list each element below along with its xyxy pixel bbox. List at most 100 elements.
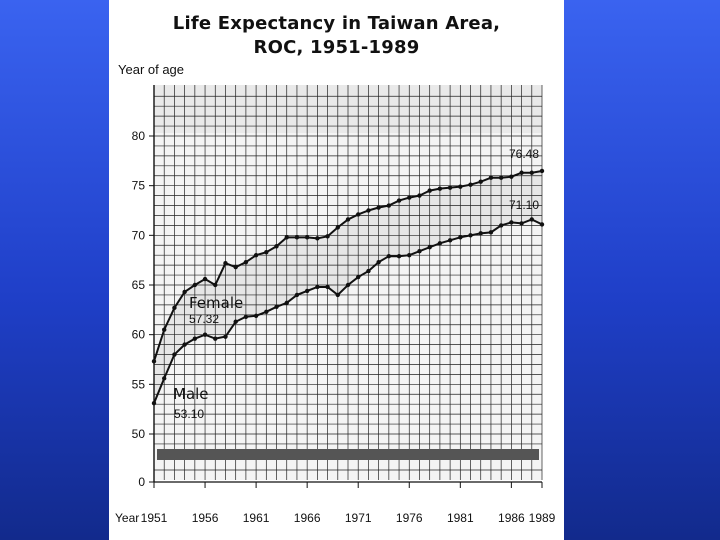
- data-point-male: [345, 282, 351, 288]
- data-point-male: [223, 334, 228, 339]
- x-tick-label: 1956: [192, 511, 219, 525]
- data-point-male: [335, 292, 340, 298]
- data-point-male: [386, 253, 392, 259]
- data-point-female: [427, 188, 432, 193]
- data-point-male: [376, 259, 381, 265]
- data-point-female: [274, 244, 279, 249]
- data-point-male: [202, 332, 208, 337]
- chart-title-line2: ROC, 1951-1989: [253, 37, 420, 58]
- axis-break-band: [157, 449, 539, 460]
- data-point-male: [366, 268, 371, 274]
- y-tick-label: 55: [132, 377, 146, 391]
- data-point-male: [162, 376, 167, 381]
- data-point-male: [192, 336, 198, 341]
- data-point-female: [417, 193, 422, 198]
- line-chart: 0 50 55 60 65 70 75 80 Year 1951 1956 1961 1966 1971 1…: [115, 85, 556, 525]
- data-point-male: [458, 235, 463, 240]
- data-point-male: [529, 217, 534, 222]
- y-tick-label: 65: [132, 278, 146, 292]
- data-point-male: [417, 249, 422, 254]
- data-point-female: [498, 175, 504, 180]
- data-point-female: [366, 208, 371, 213]
- data-point-female: [162, 327, 167, 332]
- series-label-male: Male: [173, 385, 209, 403]
- data-point-male: [243, 314, 249, 319]
- data-point-male: [437, 241, 443, 246]
- data-point-female: [192, 282, 198, 288]
- data-point-male: [509, 220, 514, 225]
- y-axis-label: Year of age: [118, 62, 185, 77]
- data-point-male: [407, 253, 412, 258]
- data-label-female-start: 57.32: [189, 312, 219, 326]
- data-point-female: [356, 212, 361, 217]
- data-point-female: [345, 217, 351, 222]
- data-point-male: [264, 309, 269, 315]
- data-point-male: [478, 231, 483, 236]
- data-label-male-start: 53.10: [174, 407, 204, 421]
- data-point-male: [498, 223, 504, 228]
- data-point-female: [172, 305, 177, 311]
- data-point-female: [539, 168, 545, 174]
- data-point-female: [386, 203, 392, 208]
- chart-title-line1: Life Expectancy in Taiwan Area,: [172, 13, 501, 34]
- data-point-female: [243, 259, 249, 265]
- data-point-male: [468, 233, 473, 238]
- x-tick-label: 1989: [529, 511, 556, 525]
- data-point-male: [396, 253, 402, 259]
- chart-card: Life Expectancy in Taiwan Area, ROC, 195…: [109, 0, 564, 540]
- y-tick-label: 50: [132, 427, 146, 441]
- data-point-female: [151, 359, 157, 364]
- grid: [153, 85, 543, 480]
- data-point-male: [213, 336, 218, 341]
- data-point-female: [458, 184, 463, 189]
- data-point-female: [294, 235, 300, 240]
- data-point-male: [488, 230, 494, 235]
- data-point-female: [437, 186, 443, 191]
- data-point-female: [519, 170, 524, 175]
- y-tick-label: 70: [132, 228, 146, 242]
- x-tick-label: 1961: [243, 511, 270, 525]
- data-point-female: [315, 236, 320, 241]
- data-point-female: [509, 174, 514, 179]
- x-tick-label: 1981: [447, 511, 474, 525]
- data-point-male: [233, 319, 238, 324]
- data-point-female: [468, 182, 473, 187]
- data-point-female: [447, 185, 453, 190]
- data-point-male: [294, 292, 300, 298]
- x-tick-label: 1966: [294, 511, 321, 525]
- x-tick-label: 1951: [141, 511, 168, 525]
- data-point-female: [335, 225, 340, 230]
- data-point-male: [325, 284, 330, 290]
- data-point-male: [519, 221, 524, 226]
- data-point-female: [488, 175, 494, 180]
- x-tick-label: 1976: [396, 511, 423, 525]
- data-point-male: [182, 342, 187, 347]
- data-point-female: [396, 198, 402, 203]
- between-series-band: [154, 170, 542, 404]
- data-point-female: [253, 253, 259, 258]
- data-point-male: [356, 274, 361, 280]
- data-point-female: [264, 250, 269, 255]
- data-point-male: [315, 284, 320, 290]
- data-point-female: [213, 282, 218, 288]
- data-point-female: [529, 170, 534, 175]
- x-tick-label: 1971: [345, 511, 372, 525]
- data-point-female: [407, 195, 412, 200]
- data-point-male: [539, 222, 545, 227]
- y-tick-label: 75: [132, 179, 146, 193]
- data-label-male-end: 71.10: [509, 198, 539, 212]
- x-tick-label: 1986: [498, 511, 525, 525]
- y-tick-label: 0: [138, 475, 145, 489]
- data-point-male: [274, 304, 279, 310]
- data-label-female-end: 76.48: [509, 147, 539, 161]
- data-point-female: [325, 234, 330, 239]
- data-point-female: [223, 260, 228, 266]
- chart-title: Life Expectancy in Taiwan Area, ROC, 195…: [109, 12, 564, 60]
- y-tick-label: 60: [132, 328, 146, 342]
- data-point-female: [376, 205, 381, 210]
- data-point-male: [253, 313, 259, 318]
- data-point-female: [233, 264, 238, 270]
- data-point-male: [284, 300, 289, 306]
- x-axis-label: Year: [115, 511, 139, 525]
